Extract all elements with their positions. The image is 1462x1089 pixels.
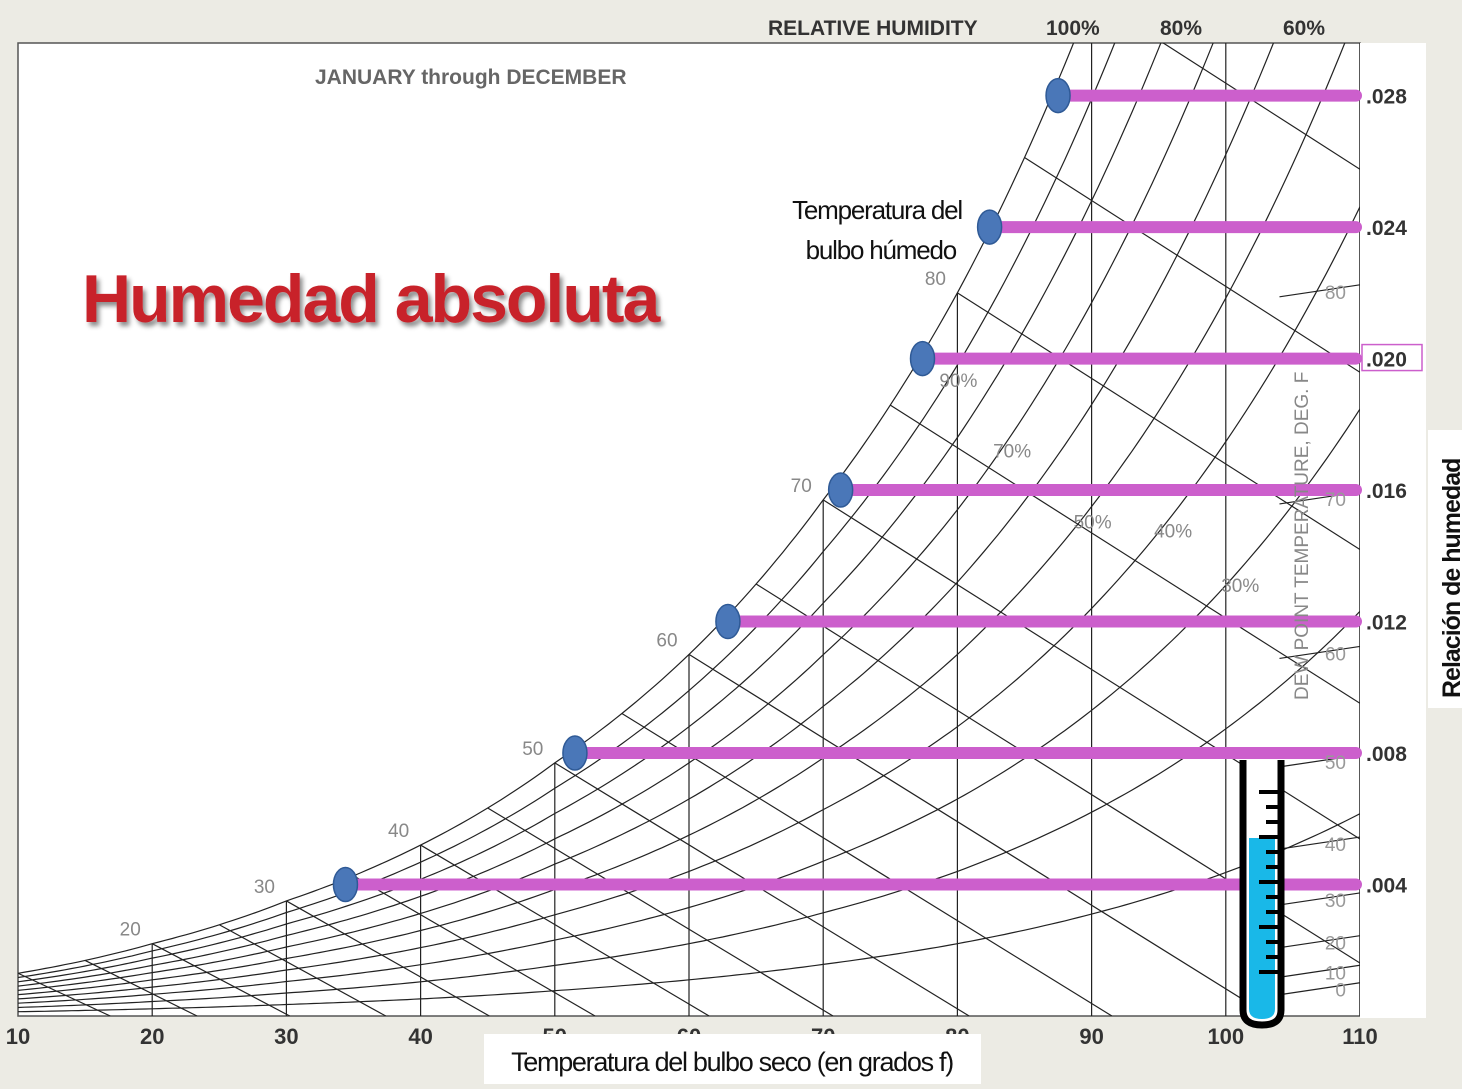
- top-rh-tick-60: 60%: [1283, 17, 1325, 40]
- absolute-humidity-marker: [911, 342, 935, 376]
- dew-point-tick-label: 30: [1325, 891, 1346, 912]
- y-axis-label: Relación de humedad: [1438, 459, 1462, 698]
- dew-point-tick-label: 70: [1325, 490, 1346, 511]
- absolute-humidity-marker: [829, 473, 853, 507]
- rh-curve-label: 50%: [1074, 512, 1112, 533]
- absolute-humidity-marker: [333, 868, 357, 902]
- absolute-humidity-marker: [1046, 79, 1070, 113]
- x-tick-label: 100: [1207, 1024, 1244, 1049]
- wet-bulb-label: 60: [656, 630, 677, 651]
- thermometer-icon: [1243, 760, 1281, 1025]
- rh-curve-label: 70%: [993, 441, 1031, 462]
- x-tick-label: 90: [1079, 1024, 1103, 1049]
- wet-bulb-label: 80: [925, 269, 946, 290]
- absolute-humidity-marker: [716, 605, 740, 639]
- rh-curve-label: 40%: [1154, 521, 1192, 542]
- dew-point-tick-label: 50: [1325, 753, 1346, 774]
- wet-bulb-callout-line1: Temperatura del: [792, 195, 962, 225]
- y-tick-label: .016: [1366, 480, 1407, 503]
- x-axis-label: Temperatura del bulbo seco (en grados f): [511, 1047, 953, 1077]
- rh-curve-label: 90%: [939, 371, 977, 392]
- rh-curve-label: 30%: [1221, 576, 1259, 597]
- y-tick-label: .004: [1366, 875, 1407, 898]
- dew-point-label: DEW POINT TEMPERATURE, DEG. F: [1292, 372, 1313, 700]
- top-rh-tick-100: 100%: [1046, 17, 1100, 40]
- dew-point-tick-label: 10: [1325, 963, 1346, 984]
- y-tick-label: .028: [1366, 86, 1407, 109]
- x-tick-label: 10: [6, 1024, 30, 1049]
- right-axis-panel: [1360, 43, 1426, 1018]
- y-tick-label: .024: [1366, 217, 1407, 240]
- y-tick-label: .020: [1366, 349, 1407, 372]
- y-tick-label: .008: [1366, 743, 1407, 766]
- chart-title: Humedad absoluta: [82, 261, 661, 337]
- wet-bulb-label: 20: [120, 920, 141, 941]
- x-tick-label: 40: [408, 1024, 432, 1049]
- y-tick-label: .012: [1366, 612, 1407, 635]
- dew-point-tick-label: 20: [1325, 934, 1346, 955]
- x-tick-label: 110: [1342, 1024, 1378, 1049]
- wet-bulb-label: 30: [254, 877, 275, 898]
- dew-point-tick-label: 60: [1325, 644, 1346, 665]
- wet-bulb-label: 70: [791, 476, 812, 497]
- x-tick-label: 30: [274, 1024, 298, 1049]
- x-tick-label: 20: [140, 1024, 164, 1049]
- dew-point-tick-label: 80: [1325, 283, 1346, 304]
- absolute-humidity-marker: [563, 736, 587, 770]
- wet-bulb-label: 40: [388, 821, 409, 842]
- chart-subtitle: JANUARY through DECEMBER: [315, 66, 627, 89]
- top-rh-tick-80: 80%: [1160, 17, 1202, 40]
- wet-bulb-callout-line2: bulbo húmedo: [806, 235, 957, 265]
- wet-bulb-label: 50: [522, 739, 543, 760]
- dew-point-tick-label: 40: [1325, 835, 1346, 856]
- top-label: RELATIVE HUMIDITY: [768, 17, 978, 40]
- absolute-humidity-marker: [978, 210, 1002, 244]
